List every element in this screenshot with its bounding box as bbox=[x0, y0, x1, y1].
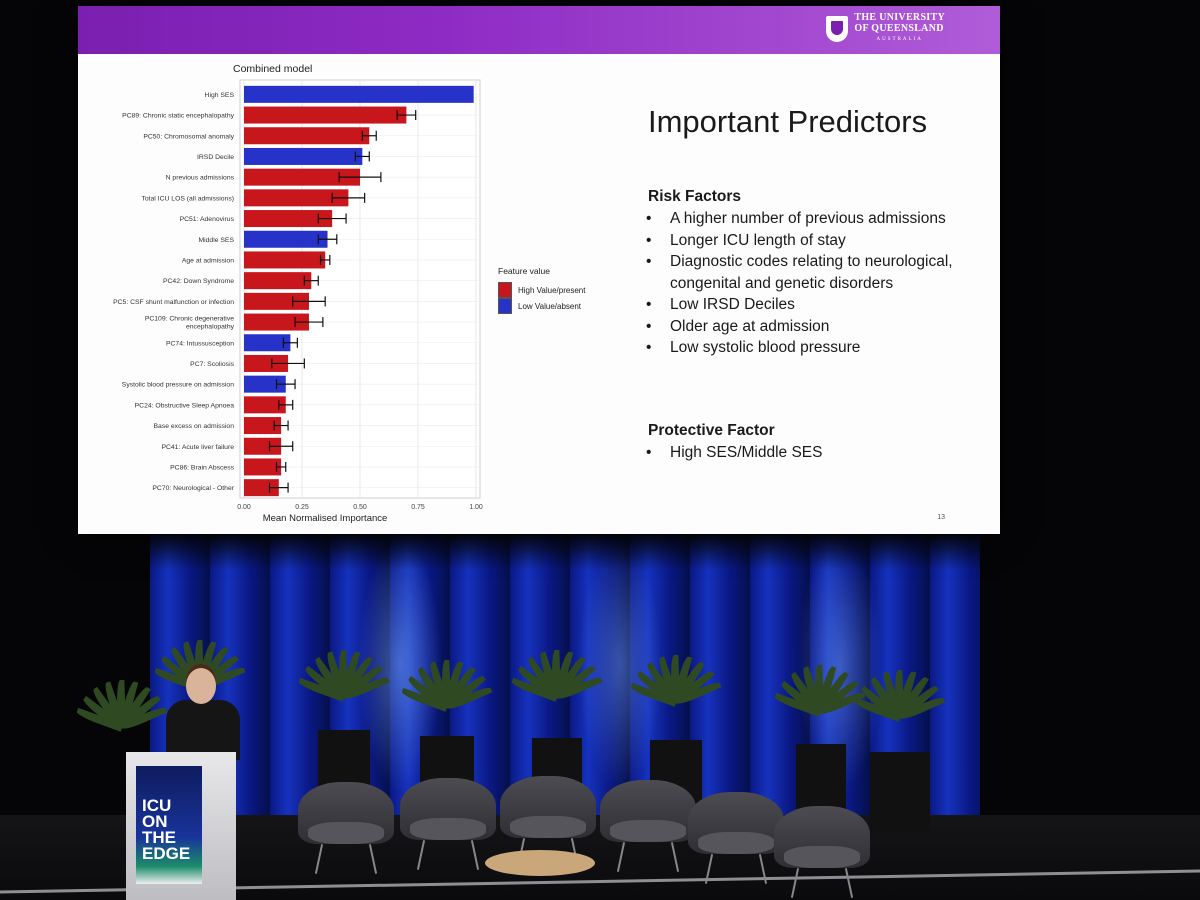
bar bbox=[244, 168, 360, 186]
chair-seat bbox=[698, 832, 774, 854]
lectern-banner-text: ICU ON THE EDGE bbox=[142, 796, 191, 863]
y-tick-label: PC89: Chronic static encephalopathy bbox=[122, 113, 234, 120]
legend-item-high: High Value/present bbox=[498, 282, 585, 298]
y-tick-label: IRSD Decile bbox=[197, 154, 234, 161]
slide-header-bar: The University of Queensland Australia bbox=[78, 6, 1000, 54]
y-tick-label: PC50: Chromosomal anomaly bbox=[143, 133, 234, 140]
risk-factor-item: Low systolic blood pressure bbox=[644, 337, 974, 359]
risk-factor-item: Older age at admission bbox=[644, 316, 974, 338]
y-tick-label: PC24: Obstructive Sleep Apnoea bbox=[135, 402, 235, 409]
lectern-text-line: EDGE bbox=[142, 844, 191, 863]
lectern-text-line: THE bbox=[142, 828, 176, 847]
bar bbox=[244, 85, 474, 103]
coffee-table bbox=[485, 850, 595, 876]
y-tick-label: PC70: Neurological - Other bbox=[152, 485, 234, 492]
legend-swatch-high bbox=[498, 282, 512, 298]
chair-seat bbox=[410, 818, 486, 840]
chair-seat bbox=[510, 816, 586, 838]
chart-svg: 0.00 0.25 0.50 0.75 1.00 High SES PC89: Chroni… bbox=[113, 79, 483, 511]
x-tick-label: 0.00 bbox=[237, 504, 251, 511]
bar bbox=[244, 147, 363, 165]
slide-page-number: 13 bbox=[937, 514, 945, 521]
x-tick-label: 0.75 bbox=[411, 504, 425, 511]
x-tick-label: 1.00 bbox=[469, 504, 483, 511]
risk-factor-item: Low IRSD Deciles bbox=[644, 294, 974, 316]
y-tick-label: PC7: Scoliosis bbox=[190, 361, 234, 368]
slide-title: Important Predictors bbox=[648, 104, 928, 139]
y-tick-label: Systolic blood pressure on admission bbox=[122, 382, 234, 389]
bar bbox=[244, 272, 312, 290]
y-tick-label: PC86: Brain Abscess bbox=[170, 464, 234, 471]
y-tick-label: Total ICU LOS (all admissions) bbox=[141, 195, 234, 202]
y-tick-label: High SES bbox=[205, 92, 235, 99]
bar bbox=[244, 417, 282, 435]
y-tick-label: PC41: Acute liver failure bbox=[161, 444, 234, 451]
bar bbox=[244, 230, 328, 248]
logo-line-3: Australia bbox=[876, 37, 923, 42]
y-tick-label: PC51: Adenovirus bbox=[180, 216, 235, 223]
importance-chart: 0.00 0.25 0.50 0.75 1.00 High SES PC89: Chroni… bbox=[86, 76, 586, 536]
university-logo: The University of Queensland Australia bbox=[826, 12, 945, 45]
logo-line-2: of Queensland bbox=[854, 23, 944, 34]
lectern-text-line: ICU bbox=[142, 796, 172, 815]
chair-seat bbox=[308, 822, 384, 844]
y-tick-label: Middle SES bbox=[198, 237, 234, 244]
y-tick-label: PC109: Chronic degenerative bbox=[145, 316, 234, 323]
lectern-text-line: ON bbox=[142, 812, 168, 831]
bar bbox=[244, 189, 349, 207]
lectern-banner bbox=[136, 766, 202, 884]
y-tick-label: PC74: Intussusception bbox=[166, 340, 234, 347]
chair-seat bbox=[784, 846, 860, 868]
speaker-body bbox=[166, 700, 240, 760]
bar bbox=[244, 313, 309, 331]
risk-factor-item: Longer ICU length of stay bbox=[644, 230, 974, 252]
legend-label-low: Low Value/absent bbox=[518, 301, 582, 311]
plant-pot bbox=[870, 752, 930, 832]
logo-text: The University of Queensland Australia bbox=[854, 12, 945, 45]
bar bbox=[244, 437, 282, 455]
y-tick-label: Base excess on admission bbox=[154, 423, 235, 430]
bar bbox=[244, 396, 286, 414]
chart-x-axis-label: Mean Normalised Importance bbox=[262, 513, 388, 524]
bar bbox=[244, 334, 291, 352]
risk-factor-item: Diagnostic codes relating to neurologica… bbox=[644, 251, 974, 294]
risk-factors-heading: Risk Factors bbox=[648, 188, 742, 205]
curtain-shadow bbox=[120, 530, 1020, 570]
bar bbox=[244, 354, 289, 372]
bar bbox=[244, 106, 407, 124]
protective-factors-list: High SES/Middle SES bbox=[644, 442, 974, 464]
bar bbox=[244, 375, 286, 393]
legend-label-high: High Value/present bbox=[518, 285, 586, 295]
legend-item-low: Low Value/absent bbox=[498, 298, 585, 314]
x-tick-label: 0.25 bbox=[295, 504, 309, 511]
projection-screen: The University of Queensland Australia C… bbox=[78, 6, 1000, 534]
chart-title: Combined model bbox=[233, 63, 313, 75]
speaker-head bbox=[186, 668, 216, 704]
y-tick-label: Age at admission bbox=[182, 257, 234, 264]
y-tick-label: PC42: Down Syndrome bbox=[163, 278, 234, 285]
logo-line-1: The University bbox=[854, 12, 945, 23]
legend-title: Feature value bbox=[498, 266, 550, 276]
risk-factor-item: A higher number of previous admissions bbox=[644, 208, 974, 230]
protective-factor-heading: Protective Factor bbox=[648, 422, 775, 439]
bar bbox=[244, 127, 370, 145]
y-tick-label: PC5: CSF shunt malfunction or infection bbox=[113, 299, 234, 306]
crest-icon bbox=[826, 15, 849, 42]
chart-legend: Feature value High Value/present Low Val… bbox=[498, 266, 585, 314]
y-tick-label: encephalopathy bbox=[186, 324, 235, 331]
bar bbox=[244, 251, 326, 269]
bar bbox=[244, 458, 282, 476]
legend-swatch-low bbox=[498, 298, 512, 314]
x-tick-label: 0.50 bbox=[353, 504, 367, 511]
risk-factors-list: A higher number of previous admissionsLo… bbox=[644, 208, 974, 359]
chair-seat bbox=[610, 820, 686, 842]
protective-factor-item: High SES/Middle SES bbox=[644, 442, 974, 464]
bar bbox=[244, 210, 333, 228]
y-tick-label: N previous admissions bbox=[166, 175, 235, 182]
